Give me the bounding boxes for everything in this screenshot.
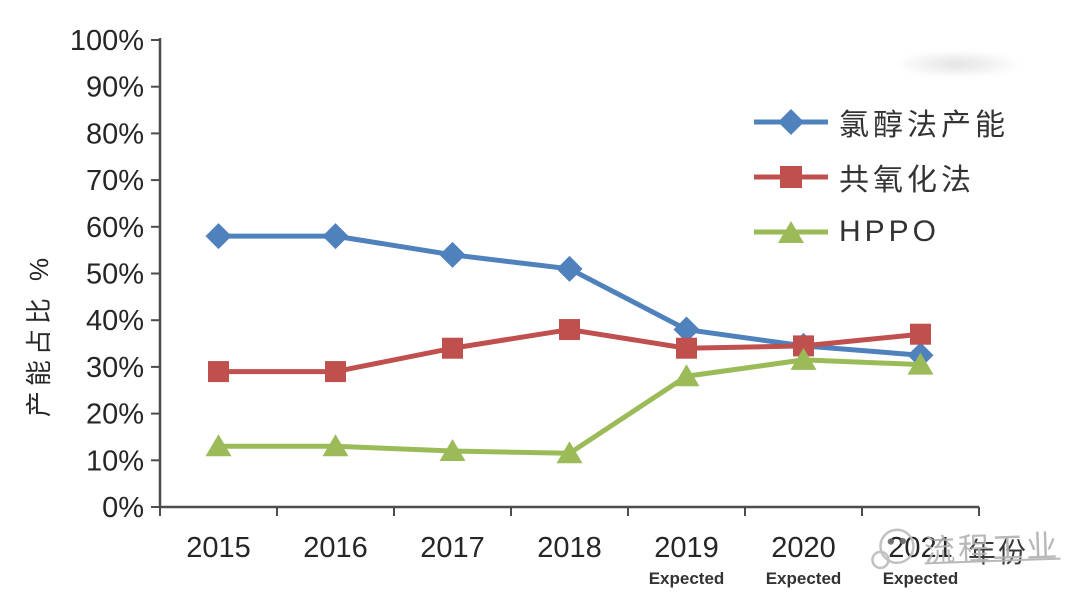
series-1-point (442, 337, 463, 359)
x-tick-label: 2019 (654, 532, 719, 564)
series-0-point (556, 255, 583, 282)
x-tick-label: 2021 (888, 532, 953, 564)
y-tick-label: 50% (86, 259, 144, 291)
series-0-point (439, 241, 466, 268)
x-tick-label: 2018 (537, 532, 602, 564)
y-tick-label: 90% (86, 72, 144, 104)
series-2-point (439, 438, 466, 461)
series-0-point (205, 223, 232, 250)
series-1-point (208, 361, 229, 383)
panda-logo-icon (871, 528, 915, 570)
watermark-smudge-top-right (893, 50, 1023, 78)
legend-label-chlorohydrin: 氯醇法产能 (839, 108, 1009, 142)
y-tick-label: 30% (86, 352, 144, 384)
series-2-point (673, 364, 700, 387)
x-tick-label: 2020 (771, 532, 836, 564)
series-2-point (205, 434, 232, 457)
legend-diamond-marker-icon (754, 108, 828, 135)
legend-item-chlorohydrin: 氯醇法产能 (752, 94, 1009, 149)
legend-item-cooxidation: 共氧化法 (752, 149, 1009, 204)
x-tick-label: 2015 (186, 532, 251, 564)
y-axis-title: 产能占比 % (24, 252, 54, 418)
watermark-text: 流程工业 (923, 528, 1061, 568)
series-0-point (322, 223, 349, 250)
series-2-point (907, 352, 934, 375)
axis-lines (158, 38, 979, 509)
y-tick-label: 0% (102, 492, 144, 524)
x-tick-label: 2016 (303, 532, 368, 564)
x-tick-label: 2017 (420, 532, 485, 564)
y-tick-label: 100% (70, 25, 144, 57)
y-tick-label: 20% (86, 399, 144, 431)
legend-label-hppo: HPPO (839, 214, 941, 248)
series-1-point (793, 335, 814, 357)
legend-item-hppo: HPPO (752, 204, 1009, 259)
y-tick-label: 60% (86, 212, 144, 244)
series-2-point (790, 347, 817, 370)
y-tick-label: 80% (86, 118, 144, 150)
y-tick-label: 40% (86, 305, 144, 337)
watermark: 流程工业 (865, 519, 1061, 574)
series-1-point (910, 323, 931, 345)
y-tick-label: 10% (86, 445, 144, 477)
series-1-point (325, 361, 346, 383)
x-tick-sublabel: Expected (883, 569, 959, 588)
x-axis-title: 年份 (968, 537, 1029, 568)
series-2-point (556, 441, 583, 464)
legend-square-marker-icon (754, 165, 828, 188)
y-tick-label: 70% (86, 165, 144, 197)
x-tick-sublabel: Expected (766, 569, 842, 588)
series-2-point (322, 434, 349, 457)
legend-label-cooxidation: 共氧化法 (839, 163, 975, 197)
series-1-point (559, 319, 580, 341)
series-0-point (673, 316, 700, 343)
legend-triangle-marker-icon (754, 220, 828, 243)
chart-legend: 氯醇法产能 共氧化法 HPPO (752, 94, 1009, 259)
x-tick-sublabel: Expected (649, 569, 725, 588)
series-1-point (676, 337, 697, 359)
